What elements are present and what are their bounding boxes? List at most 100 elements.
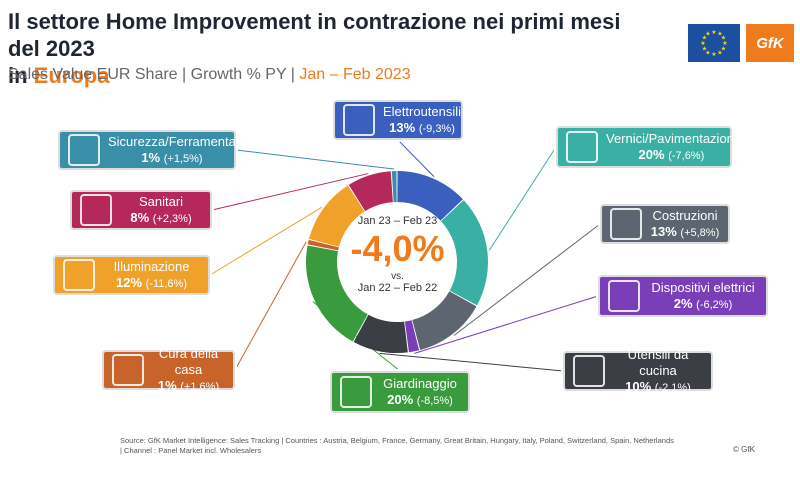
paint-bucket-icon — [566, 131, 598, 163]
category-share: 8% — [130, 209, 153, 225]
category-growth: (-7,6%) — [668, 149, 705, 162]
slice-utensili-da-cucina — [353, 314, 408, 353]
category-growth: (-2,1%) — [654, 381, 691, 394]
leader-line — [453, 223, 601, 336]
slice-costruzioni — [412, 291, 477, 351]
page-subtitle: Sales Value EUR Share | Growth % PY | Ja… — [8, 66, 411, 83]
category-name: Giardinaggio — [383, 375, 457, 391]
category-growth: (+2,3%) — [152, 212, 192, 225]
chart-center: Jan 23 – Feb 23 -4,0% vs. Jan 22 – Feb 2… — [340, 215, 455, 294]
category-growth: (-6,2%) — [696, 298, 733, 311]
category-growth: (+1,5%) — [163, 152, 203, 165]
logos: ★ ★ ★ ★ ★ ★ ★ ★ ★ ★ ★ ★ GfK — [688, 24, 794, 62]
title-region: Europa — [33, 63, 110, 88]
leader-line — [397, 139, 435, 177]
subtitle-period: Jan – Feb 2023 — [299, 66, 411, 83]
svg-text:★: ★ — [700, 40, 705, 47]
page-title: Il settore Home Improvement in contrazio… — [8, 8, 658, 89]
category-label: Sanitari 8% (+2,3%) — [70, 190, 212, 230]
category-share: 1% — [141, 149, 164, 165]
svg-text:★: ★ — [702, 35, 707, 42]
category-share: 10% — [625, 378, 655, 394]
category-name: Vernici/Pavimentazioni — [606, 130, 737, 146]
category-name: Elettroutensili — [383, 103, 462, 119]
household-cleaning-icon — [112, 354, 144, 386]
category-label: Costruzioni 13% (+5,8%) — [600, 204, 730, 244]
slice-sicurezza-ferramenta — [391, 171, 397, 203]
slice-vernici-pavimentazioni — [440, 200, 488, 306]
category-share: 1% — [157, 377, 181, 393]
light-bulb-icon — [63, 259, 95, 291]
svg-text:★: ★ — [705, 31, 710, 38]
source-note: Source: GfK Market Intelligence: Sales T… — [120, 436, 674, 455]
category-share: 2% — [673, 295, 697, 311]
category-growth: (-8,5%) — [416, 394, 453, 407]
category-share: 12% — [115, 274, 146, 290]
vs-label: vs. — [391, 271, 404, 282]
svg-text:★: ★ — [722, 40, 727, 47]
slice-illuminazione — [308, 185, 365, 247]
leader-line — [234, 241, 307, 371]
period-current: Jan 23 – Feb 23 — [357, 215, 438, 227]
category-name: Utensili da cucina — [627, 346, 689, 378]
svg-text:★: ★ — [717, 31, 722, 38]
period-previous: Jan 22 – Feb 22 — [357, 282, 438, 294]
svg-text:★: ★ — [705, 50, 710, 57]
category-name: Sanitari — [138, 193, 184, 209]
copyright: © GfK — [733, 445, 755, 454]
svg-text:★: ★ — [721, 35, 726, 42]
svg-text:★: ★ — [711, 51, 716, 58]
category-label: Utensili da cucina 10% (-2,1%) — [563, 347, 713, 394]
category-label: Vernici/Pavimentazioni 20% (-7,6%) — [556, 126, 737, 168]
leader-lines — [209, 139, 601, 372]
leader-line — [379, 352, 564, 372]
total-growth: -4,0% — [350, 228, 445, 269]
slice-elettroutensili — [397, 171, 463, 221]
eu-flag-icon: ★ ★ ★ ★ ★ ★ ★ ★ ★ ★ ★ ★ — [688, 24, 740, 62]
category-label: Cura della casa 1% (+1,6%) — [102, 346, 235, 393]
category-share: 13% — [389, 119, 419, 135]
category-share: 20% — [387, 391, 417, 407]
category-label: Giardinaggio 20% (-8,5%) — [330, 371, 470, 413]
electric-device-icon — [608, 280, 640, 312]
category-name: Illuminazione — [113, 258, 190, 274]
svg-text:★: ★ — [721, 46, 726, 53]
category-label: Dispositivi elettrici 2% (-6,2%) — [598, 275, 768, 317]
leader-line — [488, 146, 557, 251]
category-growth: (+1,6%) — [180, 380, 220, 393]
category-label: Illuminazione 12% (-11,6%) — [53, 255, 210, 295]
title-line-1: Il settore Home Improvement in contrazio… — [8, 9, 621, 61]
svg-text:★: ★ — [711, 29, 716, 36]
slice-dispositivi-elettrici — [404, 320, 420, 353]
category-label: Sicurezza/Ferramenta 1% (+1,5%) — [58, 130, 236, 170]
svg-text:★: ★ — [702, 46, 707, 53]
category-growth: (+5,8%) — [680, 226, 720, 239]
leader-line — [235, 149, 395, 170]
category-growth: (-9,3%) — [418, 122, 455, 135]
leader-line — [414, 295, 599, 354]
donut-slices — [306, 171, 488, 353]
blueprint-icon — [610, 208, 642, 240]
leader-line — [211, 173, 369, 211]
category-name: Cura della casa — [158, 345, 219, 377]
security-camera-icon — [68, 134, 100, 166]
leader-line — [209, 206, 323, 276]
category-share: 13% — [650, 223, 681, 239]
category-label: Elettroutensili 13% (-9,3%) — [333, 100, 463, 140]
category-share: 20% — [638, 146, 669, 162]
svg-text:★: ★ — [717, 50, 722, 57]
category-name: Costruzioni — [652, 207, 718, 223]
plant-icon — [340, 376, 372, 408]
kitchen-utensils-icon — [573, 355, 605, 387]
title-line-2: in Europa — [8, 63, 110, 88]
category-name: Sicurezza/Ferramenta — [108, 133, 236, 149]
gfk-logo: GfK — [746, 24, 794, 62]
shower-icon — [80, 194, 112, 226]
slice-cura-della-casa — [307, 239, 339, 251]
category-growth: (-11,6%) — [145, 277, 187, 290]
category-name: Dispositivi elettrici — [651, 279, 755, 295]
slice-sanitari — [348, 171, 393, 212]
drill-icon — [343, 104, 375, 136]
slice-giardinaggio — [306, 245, 368, 342]
